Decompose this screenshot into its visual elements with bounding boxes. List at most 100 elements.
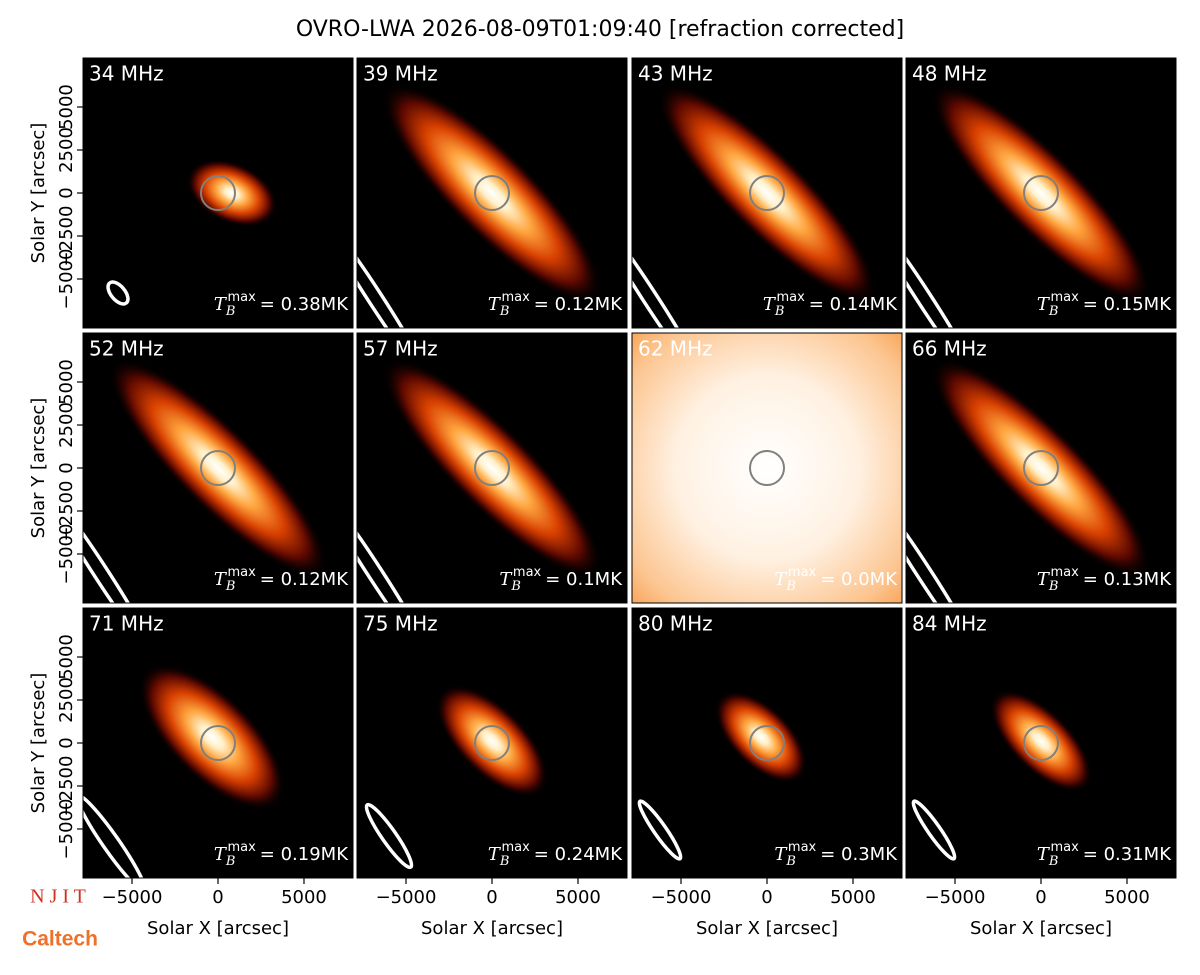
- panel: 57 MHz TBmax = 0.1MK: [356, 332, 628, 604]
- tmax-symbol: T: [214, 294, 228, 315]
- tmax-subscript: B: [774, 304, 785, 319]
- frequency-label: 71 MHz: [89, 612, 164, 636]
- panel: 66 MHz TBmax = 0.13MK: [905, 332, 1177, 604]
- panel-image: [357, 608, 627, 878]
- panel-image: [357, 58, 627, 328]
- tmax-symbol: T: [774, 844, 788, 865]
- solar-disk: [1023, 725, 1059, 761]
- tmax-label: TBmax = 0.12MK: [488, 290, 623, 319]
- frequency-label: 52 MHz: [89, 337, 164, 361]
- beam: [637, 799, 683, 861]
- panel-image: [906, 58, 1176, 328]
- tmax-label: TBmax = 0.15MK: [1037, 290, 1172, 319]
- frequency-label: 57 MHz: [363, 337, 438, 361]
- solar-disk: [200, 175, 236, 211]
- y-tick-label: −2500: [56, 756, 77, 817]
- emission-blob: [108, 358, 328, 578]
- y-tick-label: 5000: [56, 359, 77, 405]
- panel: 80 MHz TBmax = 0.3MK −5000 0 5000 Solar X [arc…: [631, 607, 903, 939]
- emission-blob: [931, 358, 1151, 578]
- solar-disk: [1023, 450, 1059, 486]
- y-tick-label: −2500: [56, 481, 77, 542]
- tmax-superscript: max: [501, 840, 530, 855]
- beam: [357, 216, 429, 328]
- panel-image: [83, 333, 353, 603]
- tmax-subscript: B: [1048, 854, 1059, 869]
- x-tick-label: −5000: [651, 887, 712, 908]
- tmax-value: = 0.24MK: [534, 844, 623, 865]
- tmax-symbol: T: [763, 294, 777, 315]
- tmax-superscript: max: [776, 290, 805, 305]
- x-tick-label: −5000: [925, 887, 986, 908]
- beam: [911, 799, 957, 861]
- panel: 48 MHz TBmax = 0.15MK: [905, 57, 1177, 329]
- beam: [83, 793, 147, 878]
- tmax-symbol: T: [214, 844, 228, 865]
- frequency-label: 34 MHz: [89, 62, 164, 86]
- tmax-subscript: B: [225, 854, 236, 869]
- panel-frame: [905, 57, 1177, 329]
- tmax-symbol: T: [499, 569, 513, 590]
- frequency-label: 66 MHz: [912, 337, 987, 361]
- emission-blob: [931, 83, 1151, 303]
- panel-image: [83, 58, 353, 328]
- y-tick-label: 2500: [56, 677, 77, 723]
- tmax-superscript: max: [227, 840, 256, 855]
- panel-frame: [631, 57, 903, 329]
- x-tick-label: 5000: [830, 887, 876, 908]
- tmax-subscript: B: [785, 854, 796, 869]
- tmax-value: = 0.12MK: [534, 294, 623, 315]
- panel: 62 MHz TBmax = 0.0MK: [631, 332, 903, 604]
- beam: [83, 491, 155, 603]
- tmax-subscript: B: [225, 579, 236, 594]
- panel-image: [906, 333, 1176, 603]
- logo: Caltech: [22, 928, 98, 951]
- tmax-label: TBmax = 0.12MK: [214, 565, 349, 594]
- tmax-subscript: B: [499, 854, 510, 869]
- tmax-superscript: max: [788, 565, 817, 580]
- emission-blob: [381, 82, 603, 304]
- panel-image: [83, 608, 353, 878]
- tmax-value: = 0.1MK: [545, 569, 623, 590]
- x-tick-label: 0: [486, 887, 497, 908]
- tmax-label: TBmax = 0.14MK: [763, 290, 898, 319]
- tmax-symbol: T: [488, 294, 502, 315]
- emission-blob: [714, 690, 808, 784]
- x-tick-label: −5000: [376, 887, 437, 908]
- panel-frame: [631, 332, 903, 604]
- tmax-subscript: B: [1048, 579, 1059, 594]
- tmax-symbol: T: [774, 569, 788, 590]
- frequency-label: 48 MHz: [912, 62, 987, 86]
- y-tick-label: −5000: [56, 249, 77, 310]
- panel: 43 MHz TBmax = 0.14MK: [631, 57, 903, 329]
- y-tick-label: −5000: [56, 799, 77, 860]
- emission-blob: [435, 684, 549, 798]
- frequency-label: 39 MHz: [363, 62, 438, 86]
- heatmap-image: [632, 333, 902, 603]
- y-tick-label: 2500: [56, 127, 77, 173]
- tmax-subscript: B: [785, 579, 796, 594]
- beam: [106, 280, 130, 306]
- x-tick-label: 5000: [1104, 887, 1150, 908]
- solar-disk: [474, 725, 510, 761]
- y-tick-label: 0: [56, 187, 77, 198]
- tmax-value: = 0.19MK: [260, 844, 349, 865]
- y-axis-label: Solar Y [arcsec]: [28, 673, 49, 814]
- emission-blob: [989, 689, 1093, 793]
- tmax-value: = 0.38MK: [260, 294, 349, 315]
- tmax-label: TBmax = 0.24MK: [488, 840, 623, 869]
- panel: 75 MHz TBmax = 0.24MK −5000 0 5000 Solar X [ar…: [356, 607, 628, 939]
- tmax-superscript: max: [227, 565, 256, 580]
- emission-blob: [657, 83, 877, 303]
- tmax-subscript: B: [1048, 304, 1059, 319]
- beam: [364, 802, 414, 870]
- tmax-value: = 0.0MK: [820, 569, 898, 590]
- solar-disk: [749, 450, 785, 486]
- y-tick-label: −2500: [56, 206, 77, 267]
- y-axis-label: Solar Y [arcsec]: [28, 123, 49, 264]
- y-axis-label: Solar Y [arcsec]: [28, 398, 49, 539]
